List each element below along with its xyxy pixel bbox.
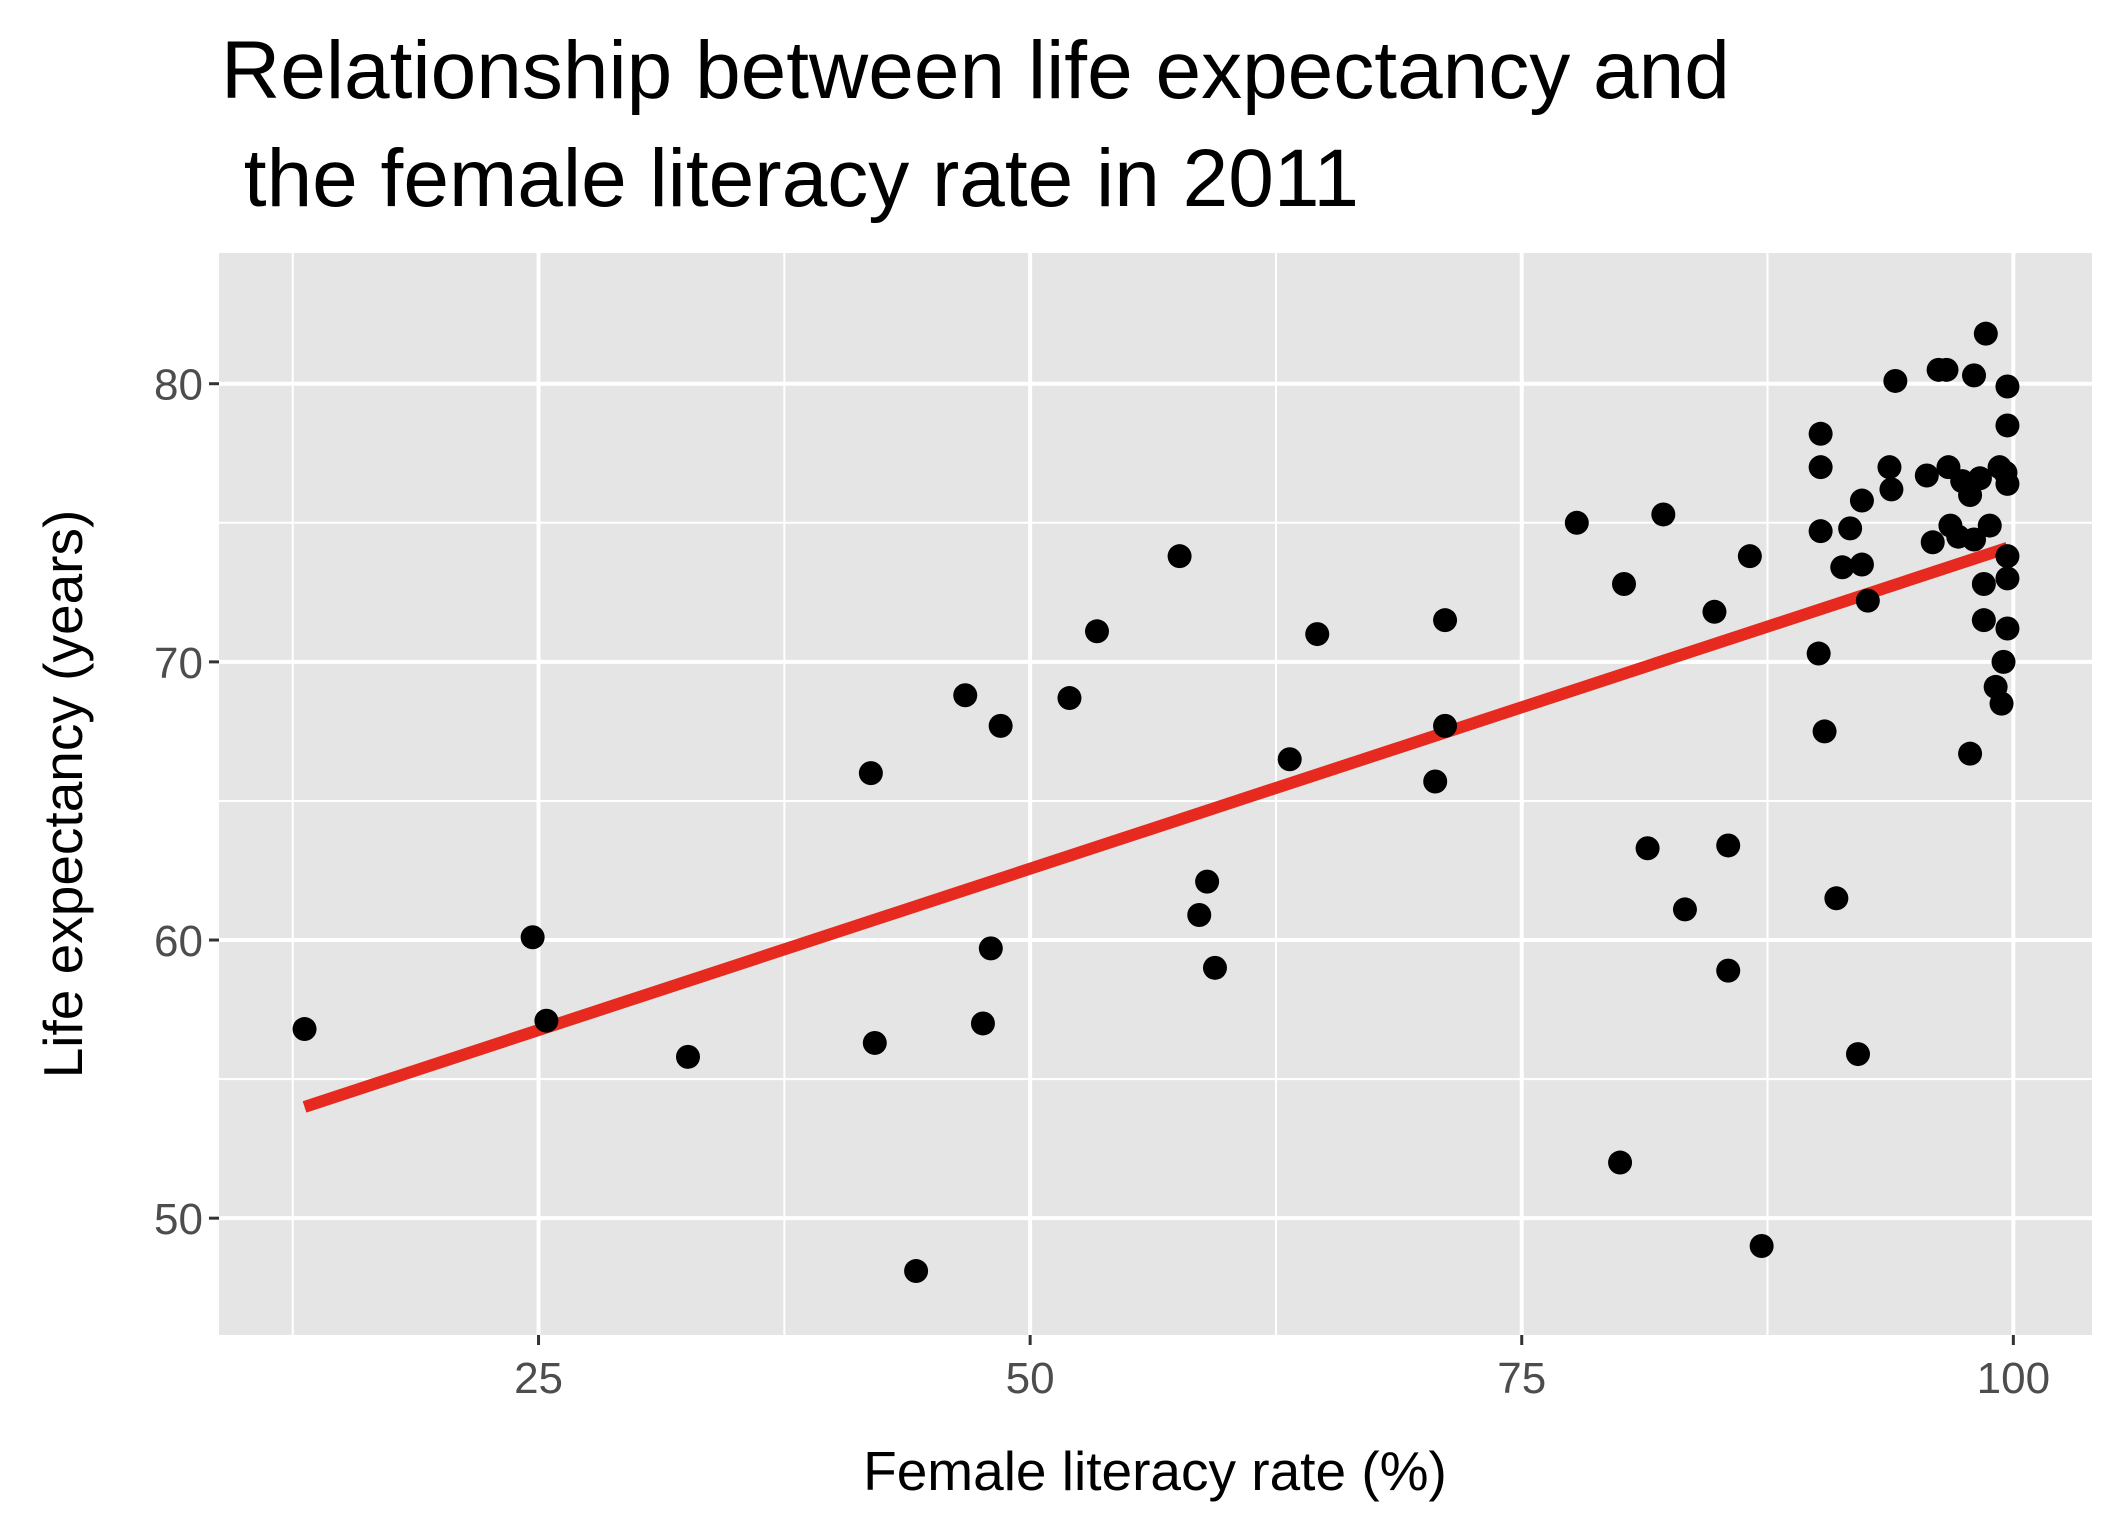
data-point <box>1958 741 1983 766</box>
chart-title-line-2: the female literacy rate in 2011 <box>221 133 1359 224</box>
data-point <box>1716 833 1741 858</box>
y-axis-title: Life expectancy (years) <box>32 510 94 1079</box>
x-axis-title: Female literacy rate (%) <box>863 1440 1447 1502</box>
data-point <box>1883 368 1908 393</box>
data-point <box>1057 686 1082 711</box>
data-point <box>1608 1150 1633 1175</box>
data-point <box>1971 571 1996 596</box>
data-point <box>1277 747 1302 772</box>
data-point <box>1995 566 2020 591</box>
y-tick-label: 60 <box>154 917 203 966</box>
data-point <box>1423 769 1448 794</box>
y-tick-label: 70 <box>154 639 203 688</box>
data-point <box>858 761 883 786</box>
data-point <box>1977 513 2002 538</box>
chart-title-line-1: Relationship between life expectancy and <box>221 25 1730 116</box>
data-point <box>1749 1233 1774 1258</box>
data-point <box>1995 374 2020 399</box>
data-point <box>1651 502 1676 527</box>
data-point <box>1838 516 1863 541</box>
data-point <box>1433 713 1458 738</box>
data-point <box>1967 466 1992 491</box>
data-point <box>1855 588 1880 613</box>
data-point <box>675 1044 700 1069</box>
data-point <box>1564 510 1589 535</box>
data-point <box>1824 886 1849 911</box>
data-point <box>1808 455 1833 480</box>
data-point <box>1914 463 1939 488</box>
data-point <box>1611 571 1636 596</box>
data-point <box>1806 641 1831 666</box>
data-point <box>1995 616 2020 641</box>
x-tick-label: 50 <box>1006 1354 1055 1403</box>
data-point <box>862 1030 887 1055</box>
data-point <box>1849 488 1874 513</box>
data-point <box>520 925 545 950</box>
data-point <box>1305 622 1330 647</box>
data-point <box>978 936 1003 961</box>
data-point <box>1973 321 1998 346</box>
data-point <box>1202 955 1227 980</box>
x-tick-label: 75 <box>1497 1354 1546 1403</box>
data-point <box>1989 691 2014 716</box>
data-point <box>1971 608 1996 633</box>
data-point <box>1702 599 1727 624</box>
data-point <box>1995 413 2020 438</box>
y-tick-label: 80 <box>154 361 203 410</box>
plot-panel <box>219 253 2092 1335</box>
data-point <box>1920 530 1945 555</box>
data-point <box>292 1017 317 1042</box>
data-point <box>1877 455 1902 480</box>
data-point <box>988 713 1013 738</box>
data-point <box>970 1011 995 1036</box>
x-tick-label: 100 <box>1977 1354 2050 1403</box>
data-point <box>1195 869 1220 894</box>
data-point <box>1995 544 2020 569</box>
data-point <box>1962 527 1987 552</box>
axis-ticks: 25 50 75 100 50 60 70 80 <box>154 361 2050 1403</box>
x-tick-label: 25 <box>514 1354 563 1403</box>
data-point <box>1962 363 1987 388</box>
data-point <box>1845 1042 1870 1067</box>
data-point <box>1849 552 1874 577</box>
data-point <box>1635 836 1660 861</box>
data-point <box>1879 477 1904 502</box>
data-point <box>534 1008 559 1033</box>
data-point <box>1830 555 1855 580</box>
data-point <box>1672 897 1697 922</box>
data-point <box>1433 608 1458 633</box>
y-tick-label: 50 <box>154 1195 203 1244</box>
data-point <box>1991 649 2016 674</box>
fit-line-group <box>302 542 2010 1113</box>
data-point <box>1716 958 1741 983</box>
data-point <box>1812 719 1837 744</box>
data-point <box>1995 471 2020 496</box>
data-point <box>1808 421 1833 446</box>
data-point <box>953 683 978 708</box>
points-group <box>292 321 2020 1284</box>
data-point <box>904 1259 929 1284</box>
data-point <box>1737 544 1762 569</box>
data-point <box>1808 519 1833 544</box>
fit-line <box>302 542 2010 1113</box>
data-point <box>1187 902 1212 927</box>
data-point <box>1934 357 1959 382</box>
data-point <box>1084 619 1109 644</box>
data-point <box>1167 544 1192 569</box>
